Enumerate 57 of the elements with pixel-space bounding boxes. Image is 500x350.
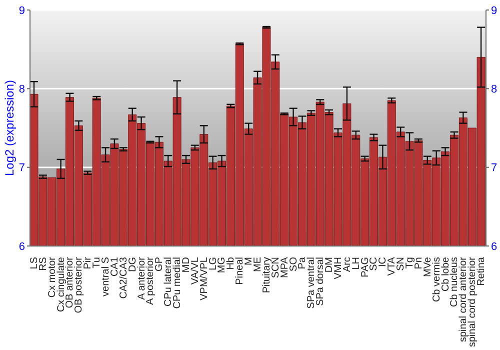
- y2-tick-label: 6: [491, 240, 498, 253]
- x-tick-label: RS: [38, 256, 49, 271]
- x-tick-label: spinal cord posterior: [467, 256, 478, 348]
- x-tick-label: OB posterior: [74, 256, 85, 314]
- x-tick-label: Pineal: [234, 257, 246, 285]
- x-tick-label: MD: [180, 257, 192, 273]
- x-tick-label: VTA: [386, 256, 398, 276]
- x-tick-label: Cb vermis: [431, 257, 442, 302]
- y-tick-label: 9: [18, 4, 25, 17]
- y2-tick-label: 7: [491, 162, 498, 174]
- x-tick-label: CA1: [109, 256, 120, 276]
- x-tick-label: Tu: [92, 257, 103, 268]
- y-tick-label: 8: [18, 84, 25, 96]
- x-tick-label: Pn: [413, 257, 424, 270]
- x-tick-label: MVe: [422, 256, 434, 278]
- x-tick-label: ME: [252, 256, 264, 272]
- x-tick-label: MPA: [279, 256, 290, 278]
- x-tick-label: VPM/VPL: [198, 256, 210, 300]
- x-tick-label: A anterior: [136, 256, 148, 300]
- y-tick-label: 6: [18, 240, 25, 253]
- x-tick-label: Retina: [476, 256, 488, 286]
- x-tick-label: SPa dorsal: [315, 257, 326, 306]
- x-tick-label: Pituitary: [261, 257, 272, 294]
- x-tick-label: Cb nucleus: [449, 257, 460, 308]
- x-tick-label: SO: [288, 256, 300, 272]
- x-tick-label: M: [244, 257, 255, 266]
- y-tick-label: 7: [18, 162, 25, 174]
- x-tick-label: A posterior: [145, 256, 156, 305]
- x-tick-label: Pa: [297, 256, 308, 270]
- x-tick-label: IC: [378, 257, 389, 267]
- x-tick-label: ventral S: [100, 256, 112, 296]
- x-tick-label: CPu medial: [172, 257, 184, 309]
- x-tick-label: Arc: [342, 257, 353, 272]
- x-tick-label: Hb: [226, 256, 237, 270]
- x-tick-label: SC: [368, 257, 380, 271]
- x-tick-label: LS: [28, 256, 40, 270]
- x-tick-label: Cx cingulate: [56, 256, 67, 312]
- x-tick-label: CA2/CA3: [118, 256, 130, 299]
- x-tick-label: VMH: [332, 257, 344, 280]
- y-axis-title: Log2 (expression): [2, 80, 16, 176]
- x-tick-label: VA/VL: [190, 256, 201, 285]
- y2-tick-label: 9: [491, 4, 498, 17]
- x-tick-label: PAG: [360, 256, 371, 278]
- x-tick-label: OB anterior: [64, 256, 76, 308]
- x-tick-label: DM: [324, 257, 336, 273]
- x-tick-label: SCN: [270, 257, 282, 278]
- x-tick-label: DG: [127, 256, 138, 272]
- x-tick-label: LH: [350, 257, 362, 270]
- x-tick-label: spinal cord anterior: [458, 256, 470, 342]
- x-tick-label: Tg: [404, 257, 416, 269]
- x-tick-label: LG: [208, 256, 219, 270]
- y2-tick-label: 8: [491, 84, 498, 96]
- x-tick-label: Cx motor: [46, 256, 58, 298]
- x-tick-label: GP: [154, 256, 166, 272]
- x-tick-label: SN: [396, 257, 407, 271]
- x-tick-label: Cb lobe: [440, 256, 452, 292]
- x-tick-label: Pir: [82, 256, 94, 270]
